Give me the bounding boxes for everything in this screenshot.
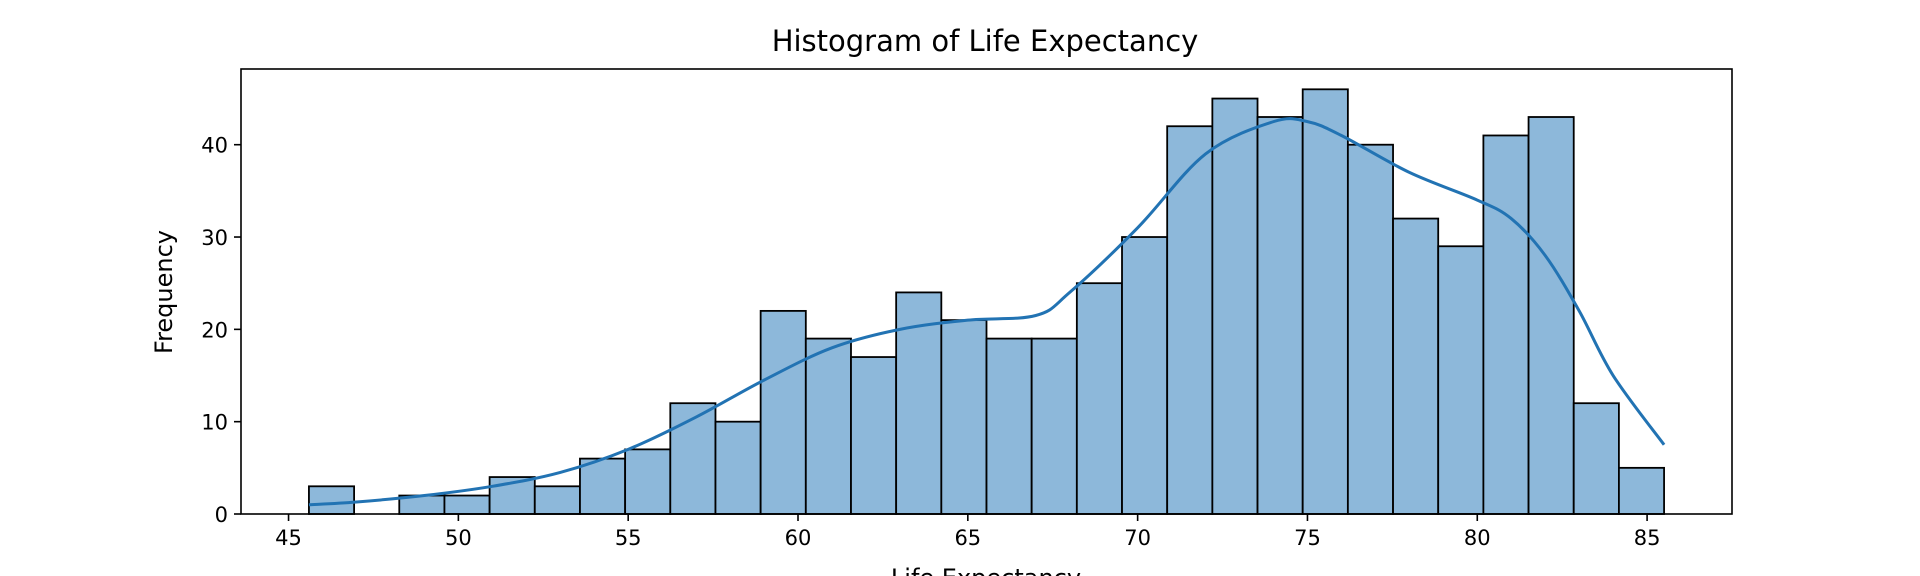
histogram-bar [1482, 134, 1530, 515]
y-tick-label: 30 [201, 226, 228, 250]
histogram-bar [579, 457, 627, 515]
x-tick-label: 70 [1124, 526, 1151, 550]
y-tick-label: 20 [201, 318, 228, 342]
histogram-bar [308, 485, 355, 515]
histogram-bar [1256, 116, 1304, 515]
bars-layer [308, 88, 1665, 515]
histogram-bar [714, 420, 762, 515]
y-tick-label: 10 [201, 411, 228, 435]
x-axis-label: Life Expectancy [891, 564, 1081, 576]
histogram-bar [1437, 245, 1485, 515]
x-tick-label: 85 [1634, 526, 1661, 550]
histogram-bar [1618, 466, 1665, 515]
y-axis-label: Frequency [150, 230, 178, 354]
histogram-bar [940, 319, 988, 515]
histogram-bar [804, 337, 852, 515]
histogram-bar [1075, 282, 1123, 515]
histogram-bar [1392, 217, 1440, 515]
x-tick-label: 45 [275, 526, 302, 550]
histogram-bar [669, 402, 717, 515]
histogram-bar [985, 337, 1033, 515]
y-tick-label: 40 [201, 134, 228, 158]
histogram-bar [850, 356, 898, 515]
kde-layer [308, 117, 1666, 507]
kde-line [308, 117, 1666, 507]
y-tick-label: 0 [215, 503, 228, 527]
x-tick-label: 65 [954, 526, 981, 550]
histogram-bar [533, 485, 581, 515]
histogram-bar [759, 309, 807, 515]
histogram-bar [1572, 402, 1620, 515]
x-tick-label: 80 [1464, 526, 1491, 550]
plot-frame [240, 68, 1733, 515]
x-axis-ticks: 45 50 55 60 65 70 75 80 85 [275, 514, 1660, 550]
x-tick-label: 55 [615, 526, 642, 550]
histogram-bar [1346, 143, 1394, 515]
histogram-bar [1301, 88, 1349, 515]
x-tick-label: 60 [785, 526, 812, 550]
x-tick-label: 50 [445, 526, 472, 550]
x-tick-label: 75 [1294, 526, 1321, 550]
histogram-bar [1527, 116, 1575, 515]
histogram-bar [443, 494, 491, 515]
histogram-bar [1030, 337, 1078, 515]
y-axis-ticks: 0 10 20 30 40 [201, 134, 241, 527]
chart-title: Histogram of Life Expectancy [772, 24, 1199, 58]
histogram-bar [624, 448, 672, 515]
histogram-bar [1121, 236, 1169, 515]
histogram-bar [1211, 97, 1259, 515]
